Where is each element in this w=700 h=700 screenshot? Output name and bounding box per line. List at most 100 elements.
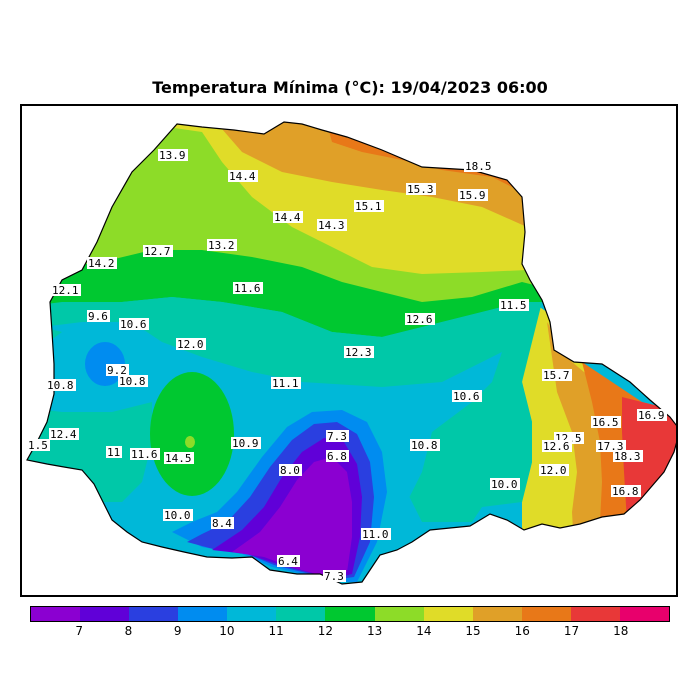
isotherm-label-bg — [87, 310, 110, 322]
isotherm-label-bg — [271, 377, 301, 389]
isotherm-label-bg — [323, 570, 346, 582]
isotherm-label: 10.6 — [452, 390, 482, 403]
legend-tick-label: 14 — [416, 624, 432, 638]
isotherm-label-bg — [87, 257, 117, 269]
isotherm-label-bg — [143, 245, 173, 257]
isotherm-label-text: 8.4 — [212, 517, 232, 530]
isotherm-label-text: 12.4 — [50, 428, 77, 441]
isotherm-label-bg — [130, 448, 160, 460]
isotherm-label-bg — [106, 364, 129, 376]
isotherm-label: 10.9 — [231, 437, 261, 450]
isotherm-label: 8.0 — [279, 464, 302, 477]
isotherm-label-text: 15.1 — [355, 200, 382, 213]
isotherm-label-text: 6.8 — [327, 450, 347, 463]
legend-tick-label: 18 — [613, 624, 629, 638]
color-legend — [30, 606, 670, 622]
isotherm-label-bg — [458, 189, 488, 201]
isotherm-label-bg — [539, 464, 569, 476]
isotherm-label-text: 11.0 — [362, 528, 389, 541]
band-12-east — [402, 302, 542, 522]
legend-swatch — [227, 607, 277, 621]
isotherm-label-text: 10.8 — [119, 375, 146, 388]
isotherm-label-bg — [354, 200, 384, 212]
isotherm-label: 15.9 — [458, 189, 488, 202]
legend-tick-label: 9 — [173, 624, 182, 638]
isotherm-label-text: 14.3 — [318, 219, 345, 232]
band-7-south — [232, 457, 352, 576]
isotherm-label: 12.0 — [539, 464, 569, 477]
legend-tick-label: 7 — [75, 624, 84, 638]
isotherm-label-text: 13.9 — [159, 149, 186, 162]
isotherm-label: 7.3 — [323, 570, 346, 583]
isotherm-label: 11.1 — [271, 377, 301, 390]
isotherm-label: 14.5 — [164, 452, 194, 465]
isotherm-label-bg — [596, 440, 626, 452]
isotherm-label-bg — [326, 450, 349, 462]
isotherm-label-text: 16.9 — [638, 409, 665, 422]
isotherm-label: 16.9 — [637, 409, 667, 422]
isotherm-label: 16.8 — [611, 485, 641, 498]
isotherm-label-bg — [499, 299, 529, 311]
isotherm-label-text: 12.3 — [345, 346, 372, 359]
isotherm-label-bg — [176, 338, 206, 350]
isotherm-label-bg — [49, 428, 79, 440]
isotherm-labels: 13.9 14.4 15.3 18.5 15.9 15.1 14.4 14.3 13.2 14.2… — [27, 149, 667, 583]
legend-ticks: 7 8 9 10 11 12 13 14 15 16 17 18 — [30, 624, 670, 640]
isotherm-label: 14.2 — [87, 257, 117, 270]
isotherm-label-bg — [611, 485, 641, 497]
isotherm-label-bg — [344, 346, 374, 358]
isotherm-label-bg — [277, 555, 300, 567]
isotherm-label-text: 9.6 — [88, 310, 108, 323]
isotherm-label-bg — [613, 450, 643, 462]
isotherm-label-bg — [591, 416, 621, 428]
isotherm-label-text: 12.6 — [543, 440, 570, 453]
isotherm-label-bg — [228, 170, 258, 182]
legend-swatch — [619, 607, 670, 621]
isotherm-label: 10.8 — [46, 379, 76, 392]
legend-tick-label: 13 — [366, 624, 383, 638]
isotherm-label: 14.4 — [273, 211, 303, 224]
legend-swatch — [276, 607, 326, 621]
map-title: Temperatura Mínima (°C): 19/04/2023 06:0… — [152, 78, 548, 97]
isotherm-label-text: 10.0 — [491, 478, 518, 491]
isotherm-label: 12.6 — [542, 440, 572, 453]
small-14-patch — [185, 436, 195, 448]
isotherm-label-text: 11.6 — [234, 282, 261, 295]
legend-tick-label: 8 — [124, 624, 133, 638]
isotherm-label-text: 16.5 — [592, 416, 619, 429]
isotherm-label-bg — [207, 239, 237, 251]
isotherm-label-bg — [326, 430, 349, 442]
isotherm-label: 12.0 — [176, 338, 206, 351]
isotherm-label: 11 — [106, 446, 122, 459]
isotherm-label-bg — [231, 437, 261, 449]
isotherm-label-bg — [118, 375, 148, 387]
isotherm-label-text: 14.5 — [165, 452, 192, 465]
isotherm-label: 14.4 — [228, 170, 258, 183]
isotherm-label-text: 11.5 — [500, 299, 527, 312]
isotherm-label-text: 13.2 — [208, 239, 235, 252]
isotherm-label-bg — [542, 369, 572, 381]
isotherm-label-bg — [27, 439, 50, 451]
isotherm-label-bg — [410, 439, 440, 451]
isotherm-label: 11.6 — [130, 448, 160, 461]
isotherm-label-bg — [279, 464, 302, 476]
band-12-w — [27, 402, 152, 502]
isotherm-label-text: 15.7 — [543, 369, 570, 382]
isotherm-label: 1.5 — [27, 439, 50, 452]
isotherm-label-text: 16.8 — [612, 485, 639, 498]
legend-swatch — [570, 607, 620, 621]
isotherm-label-text: 14.2 — [88, 257, 115, 270]
isotherm-label-text: 10.6 — [120, 318, 147, 331]
legend-swatch — [325, 607, 375, 621]
isotherm-label-bg — [452, 390, 482, 402]
isotherm-label: 10.0 — [490, 478, 520, 491]
isotherm-label: 8.4 — [211, 517, 234, 530]
isotherm-label-text: 12.1 — [52, 284, 79, 297]
legend-swatch — [472, 607, 522, 621]
isotherm-label-text: 8.0 — [280, 464, 300, 477]
isotherm-label-text: 10.8 — [411, 439, 438, 452]
isotherm-label: 18.3 — [613, 450, 643, 463]
isotherm-label: 10.6 — [119, 318, 149, 331]
isotherm-label-text: 7.3 — [324, 570, 344, 583]
isotherm-label-text: 7.3 — [327, 430, 347, 443]
